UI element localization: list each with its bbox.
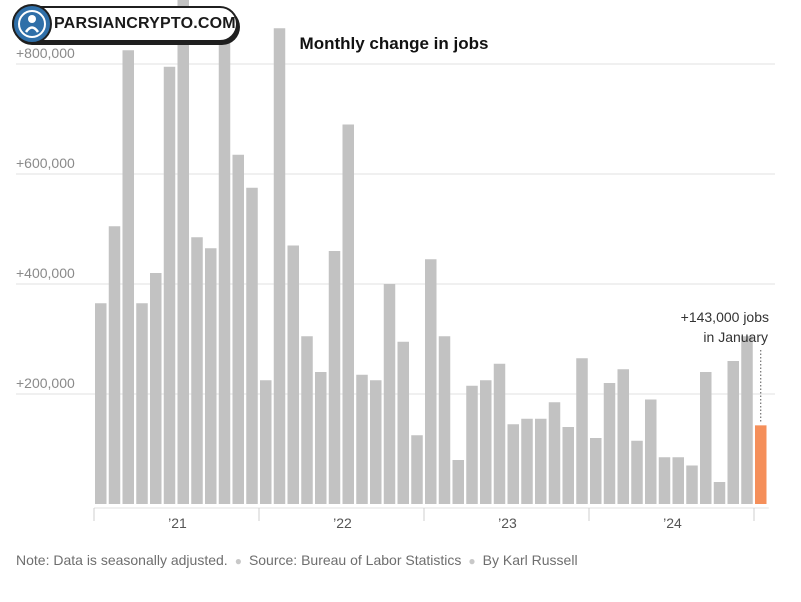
watermark-text: PARSIANCRYPTO.COM — [54, 15, 236, 32]
bar — [205, 248, 217, 504]
bar — [218, 36, 231, 504]
bar — [177, 0, 189, 504]
separator-dot-icon: ● — [468, 554, 476, 568]
bar — [301, 336, 313, 504]
chart-title: Monthly change in jobs — [300, 34, 489, 53]
x-tick-label: ’23 — [498, 515, 517, 531]
bar — [507, 424, 519, 504]
annotation-line-2: in January — [703, 329, 768, 345]
watermark-logo-icon — [12, 4, 52, 44]
bar-highlight — [755, 425, 767, 504]
bar — [658, 457, 671, 504]
bar — [631, 440, 643, 504]
bar — [562, 427, 574, 504]
bar — [287, 245, 299, 504]
bar — [370, 380, 382, 504]
bar — [246, 187, 258, 504]
x-tick-label: ’21 — [168, 515, 187, 531]
bars — [95, 0, 767, 504]
bar — [576, 358, 588, 504]
bar — [356, 374, 368, 504]
bar — [425, 259, 437, 504]
bar — [122, 50, 134, 504]
bar — [480, 380, 492, 504]
bar — [713, 482, 726, 504]
bar — [136, 303, 148, 504]
bar — [163, 66, 176, 504]
bar — [452, 460, 464, 504]
bar — [342, 124, 354, 504]
bar — [672, 457, 684, 504]
bar — [590, 438, 602, 504]
bar — [411, 435, 423, 504]
bar — [727, 361, 739, 504]
bar — [617, 369, 629, 504]
bar — [741, 336, 753, 504]
separator-dot-icon: ● — [234, 554, 242, 568]
gridlines: +200,000 +400,000 +600,000 +800,000 — [16, 45, 775, 395]
bar — [95, 303, 107, 504]
bar — [700, 372, 712, 504]
bar — [686, 465, 698, 504]
bar — [466, 385, 478, 504]
x-axis: ’21 ’22 ’23 ’24 — [93, 507, 769, 531]
bar — [191, 237, 203, 504]
bar — [603, 383, 616, 504]
bar — [260, 380, 272, 504]
annotation-line-1: +143,000 jobs — [681, 309, 769, 325]
bar — [535, 418, 547, 504]
watermark-badge: PARSIANCRYPTO.COM — [12, 4, 238, 44]
bar — [315, 372, 327, 504]
byline-text: By Karl Russell — [482, 552, 578, 568]
bar — [397, 341, 409, 504]
x-tick-label: ’24 — [663, 515, 682, 531]
note-text: Note: Data is seasonally adjusted. — [16, 552, 228, 568]
y-tick-label: +200,000 — [16, 375, 75, 391]
bar — [645, 399, 657, 504]
y-tick-label: +400,000 — [16, 265, 75, 281]
y-tick-label: +600,000 — [16, 155, 75, 171]
bar — [108, 226, 121, 504]
bar — [383, 284, 396, 504]
annotation: +143,000 jobs in January — [681, 309, 769, 424]
bar — [438, 336, 451, 504]
x-tick-label: ’22 — [333, 515, 352, 531]
y-tick-label: +800,000 — [16, 45, 75, 61]
bar — [328, 251, 341, 504]
bar — [150, 273, 162, 504]
bar — [548, 402, 561, 504]
bar — [521, 418, 533, 504]
bar — [273, 28, 286, 504]
source-text: Source: Bureau of Labor Statistics — [248, 552, 462, 568]
bar — [232, 154, 244, 504]
bar — [493, 363, 506, 504]
footer-note: Note: Data is seasonally adjusted. ● Sourc… — [16, 552, 578, 568]
